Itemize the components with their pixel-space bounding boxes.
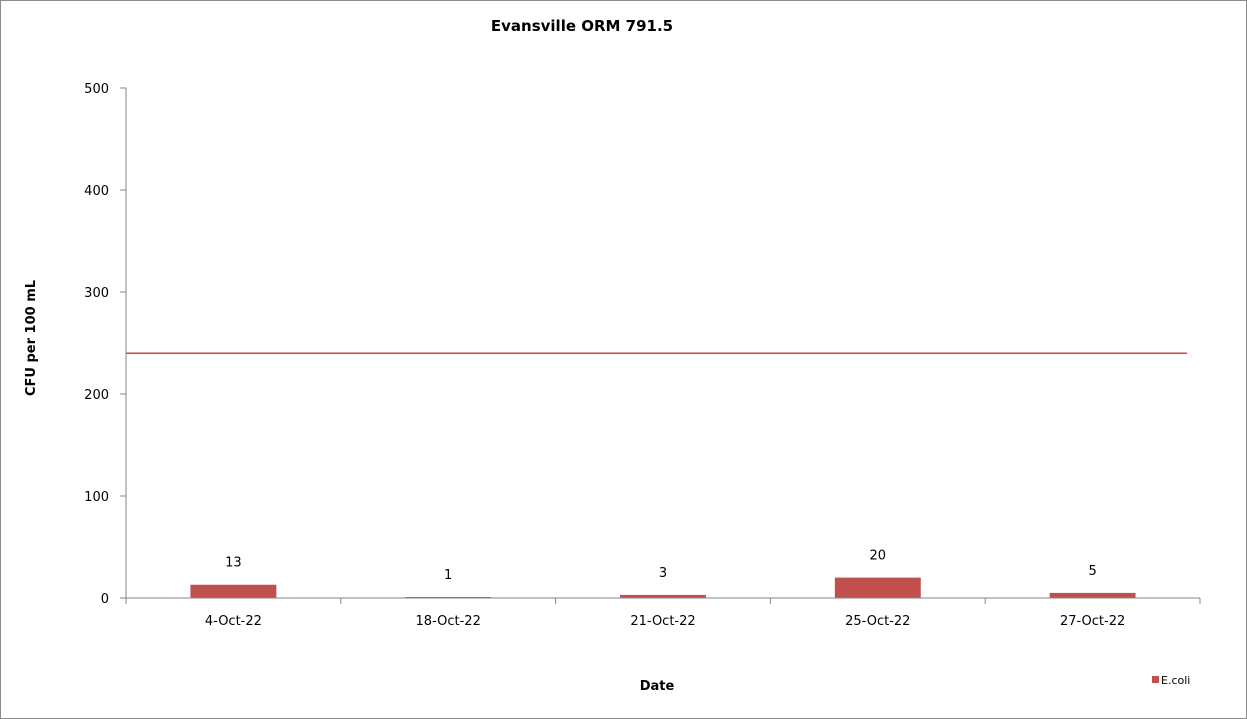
x-tick-label: 21-Oct-22 xyxy=(630,614,695,629)
legend-swatch-ecoli xyxy=(1152,676,1159,683)
y-tick-label: 100 xyxy=(84,490,109,505)
x-tick-label: 4-Oct-22 xyxy=(205,614,262,629)
bar-27-Oct-22 xyxy=(1049,592,1136,598)
bars-layer xyxy=(190,577,1136,598)
x-axis-title: Date xyxy=(640,679,675,694)
y-tick-label: 300 xyxy=(84,286,109,301)
bar-21-Oct-22 xyxy=(620,594,706,598)
y-tick-label: 400 xyxy=(84,184,109,199)
y-axis-title: CFU per 100 mL xyxy=(24,280,39,396)
x-tick-label: 27-Oct-22 xyxy=(1060,614,1125,629)
chart-title: Evansville ORM 791.5 xyxy=(491,17,673,35)
bar-25-Oct-22 xyxy=(834,577,921,598)
bar-4-Oct-22 xyxy=(190,584,277,598)
data-label: 5 xyxy=(1088,564,1096,579)
legend-label-ecoli: E.coli xyxy=(1161,674,1190,687)
x-tick-label: 18-Oct-22 xyxy=(416,614,481,629)
y-tick-label: 500 xyxy=(84,82,109,97)
y-tick-label: 0 xyxy=(101,592,109,607)
data-label: 1 xyxy=(444,568,452,583)
y-tick-label: 200 xyxy=(84,388,109,403)
x-tick-label: 25-Oct-22 xyxy=(845,614,910,629)
legend: E.coli xyxy=(1152,674,1190,687)
axes-layer: 0 100 200 300 400 500 4-Oct-22 18-Oct-22 21-Oct-… xyxy=(84,82,1201,629)
bar-18-Oct-22 xyxy=(405,596,492,598)
data-label: 3 xyxy=(659,566,667,581)
data-label: 13 xyxy=(225,556,242,571)
data-label: 20 xyxy=(870,549,887,564)
